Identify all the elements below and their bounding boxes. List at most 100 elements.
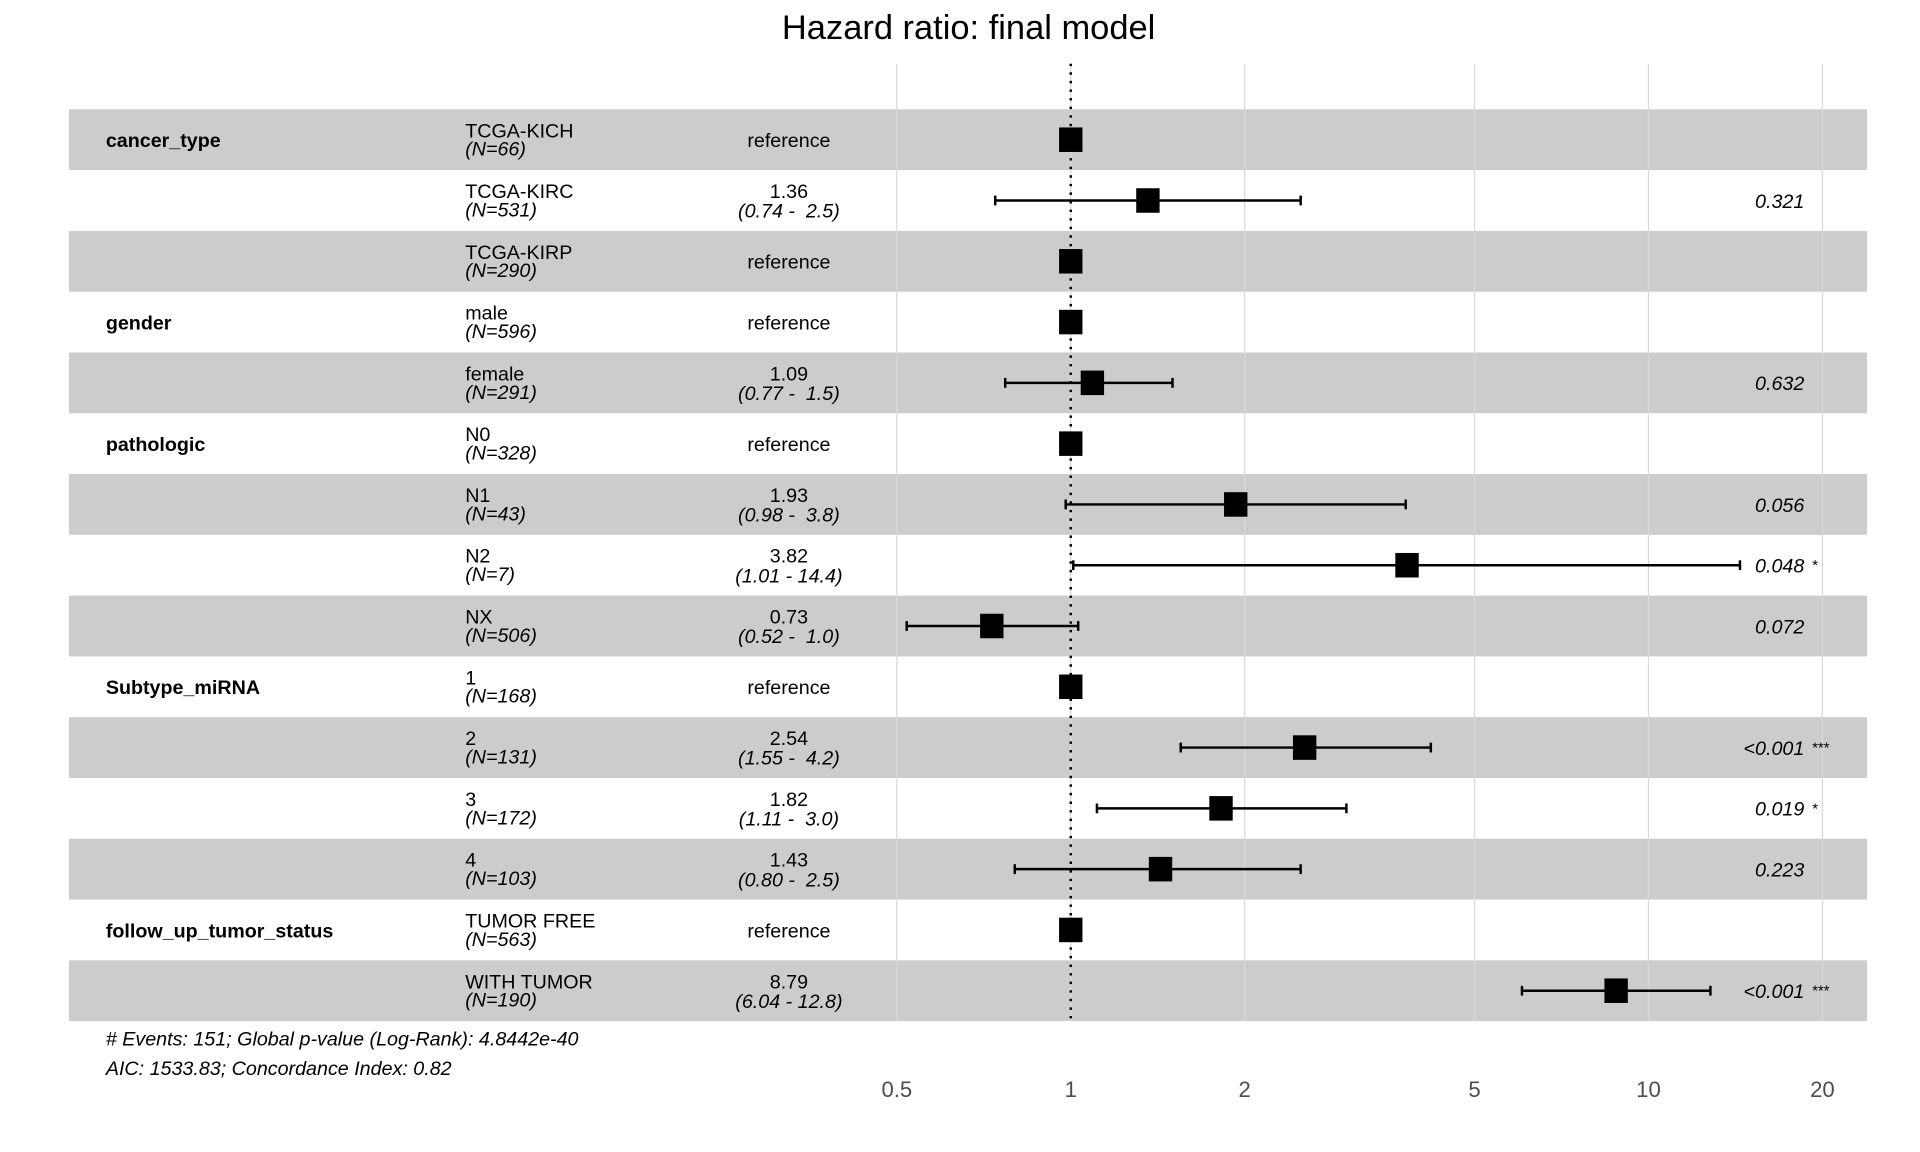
variable-label: follow_up_tumor_status xyxy=(106,920,334,942)
hazard-ratio-point xyxy=(1136,188,1160,213)
level-label: male xyxy=(465,303,508,325)
x-tick-label: 2 xyxy=(1239,1077,1251,1102)
variable-label: gender xyxy=(106,312,172,334)
level-label: WITH TUMOR xyxy=(465,971,593,993)
estimate-label: 3.82 xyxy=(770,546,808,568)
hazard-ratio-point xyxy=(1224,492,1248,517)
hazard-ratio-point xyxy=(1059,127,1083,152)
hazard-ratio-point xyxy=(1080,370,1105,396)
reference-label: reference xyxy=(747,312,830,334)
row-band xyxy=(68,352,1868,414)
x-tick-label: 1 xyxy=(1065,1077,1077,1102)
reference-label: reference xyxy=(747,920,830,942)
ci-label: (0.98 - 3.8) xyxy=(738,505,840,527)
p-value: 0.048 xyxy=(1755,556,1804,578)
ci-label: (1.11 - 3.0) xyxy=(739,809,839,831)
ci-label: (1.55 - 4.2) xyxy=(738,748,840,770)
ci-label: (0.52 - 1.0) xyxy=(738,626,840,648)
p-value: <0.001 xyxy=(1744,738,1805,760)
p-value: 0.072 xyxy=(1755,616,1804,638)
reference-label: reference xyxy=(747,252,830,274)
row-labels: cancer_type TCGA-KICH(N=66) reference TCGA-… xyxy=(106,120,1830,1013)
n-label: (N=43) xyxy=(465,503,526,525)
level-label: N1 xyxy=(465,485,490,507)
n-label: (N=190) xyxy=(465,990,537,1012)
n-label: (N=66) xyxy=(465,139,526,161)
level-label: TCGA-KICH xyxy=(465,120,573,142)
reference-label: reference xyxy=(747,130,830,152)
level-label: 2 xyxy=(465,728,476,750)
estimate-label: 1.09 xyxy=(770,363,808,385)
n-label: (N=168) xyxy=(465,686,537,708)
x-axis-ticks: 0.5 1 2 5 10 20 xyxy=(881,1077,1834,1102)
hazard-ratio-point xyxy=(1292,735,1317,760)
row-band xyxy=(68,474,1868,535)
hazard-ratio-point xyxy=(980,613,1004,639)
reference-label: reference xyxy=(747,677,830,699)
level-label: TCGA-KIRP xyxy=(465,242,572,264)
p-value: 0.223 xyxy=(1755,860,1804,882)
n-label: (N=563) xyxy=(465,929,537,951)
ci-label: (0.77 - 1.5) xyxy=(738,383,840,405)
ci-label: (0.74 - 2.5) xyxy=(738,201,840,223)
p-value: 0.019 xyxy=(1755,799,1804,821)
hazard-ratio-point xyxy=(1059,431,1083,456)
n-label: (N=596) xyxy=(465,321,537,343)
footnote-aic: AIC: 1533.83; Concordance Index: 0.82 xyxy=(105,1058,452,1080)
ci-label: (1.01 - 14.4) xyxy=(735,565,842,587)
row-band xyxy=(68,230,1868,292)
hazard-ratio-point xyxy=(1059,309,1083,335)
n-label: (N=531) xyxy=(465,199,537,221)
estimate-label: 1.36 xyxy=(770,181,808,203)
significance-stars: * xyxy=(1812,558,1819,574)
n-label: (N=103) xyxy=(465,868,537,890)
footnote-events: # Events: 151; Global p-value (Log-Rank)… xyxy=(106,1028,579,1050)
n-label: (N=328) xyxy=(465,443,537,465)
p-value: 0.321 xyxy=(1755,191,1804,213)
row-band xyxy=(68,838,1868,900)
estimate-label: 1.93 xyxy=(770,485,808,507)
significance-stars: * xyxy=(1812,801,1819,817)
x-tick-label: 5 xyxy=(1468,1077,1480,1102)
p-value: 0.056 xyxy=(1755,495,1804,517)
hazard-ratio-point xyxy=(1059,674,1083,700)
chart-title: Hazard ratio: final model xyxy=(782,9,1155,47)
estimate-label: 1.82 xyxy=(770,789,808,811)
hazard-ratio-point xyxy=(1148,856,1173,882)
estimate-label: 2.54 xyxy=(770,728,808,750)
significance-stars: *** xyxy=(1812,984,1830,1000)
hazard-ratio-point xyxy=(1209,796,1233,821)
p-value: 0.632 xyxy=(1755,373,1804,395)
variable-label: cancer_type xyxy=(106,130,221,152)
estimate-label: 1.43 xyxy=(770,850,808,872)
x-tick-label: 10 xyxy=(1636,1077,1661,1102)
n-label: (N=172) xyxy=(465,807,537,829)
variable-label: pathologic xyxy=(106,434,206,456)
level-label: N0 xyxy=(465,424,490,446)
n-label: (N=7) xyxy=(465,564,515,586)
ci-label: (0.80 - 2.5) xyxy=(738,869,840,891)
hazard-ratio-point xyxy=(1395,552,1419,578)
row-band xyxy=(68,109,1868,171)
n-label: (N=131) xyxy=(465,747,537,769)
level-label: NX xyxy=(465,607,492,629)
level-label: 3 xyxy=(465,789,476,811)
level-label: N2 xyxy=(465,546,490,568)
significance-stars: *** xyxy=(1812,741,1830,757)
gridlines xyxy=(896,63,1824,1021)
p-value: <0.001 xyxy=(1744,981,1805,1003)
variable-label: Subtype_miRNA xyxy=(106,677,260,699)
reference-label: reference xyxy=(747,434,830,456)
hazard-ratio-point xyxy=(1604,978,1628,1003)
level-label: female xyxy=(465,363,524,385)
x-tick-label: 20 xyxy=(1810,1077,1835,1102)
estimate-label: 0.73 xyxy=(770,607,808,629)
n-label: (N=506) xyxy=(465,625,537,647)
x-tick-label: 0.5 xyxy=(881,1077,912,1102)
estimate-label: 8.79 xyxy=(770,971,808,993)
hazard-ratio-point xyxy=(1059,249,1083,274)
n-label: (N=290) xyxy=(465,260,537,282)
ci-label: (6.04 - 12.8) xyxy=(735,991,842,1013)
level-label: TUMOR FREE xyxy=(465,911,595,933)
